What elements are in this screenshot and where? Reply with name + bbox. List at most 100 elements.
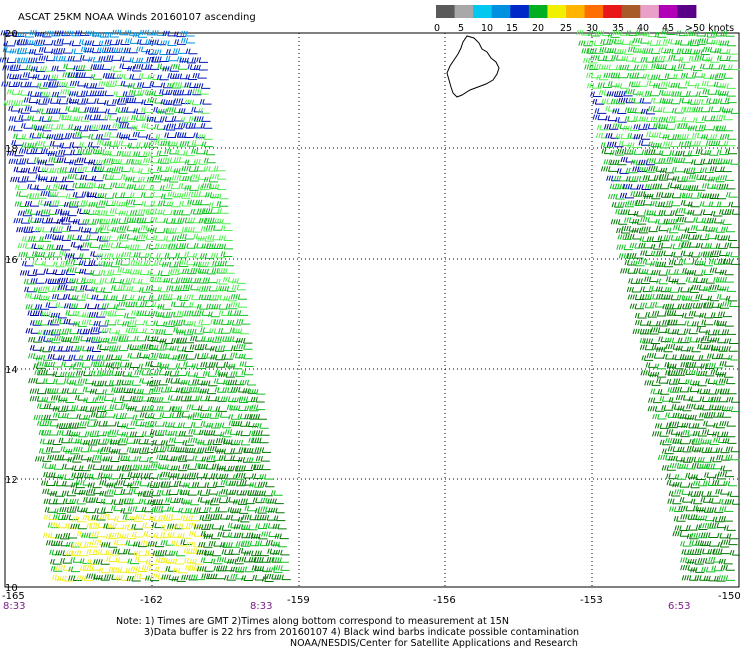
wind-barb xyxy=(204,294,219,301)
wind-barb xyxy=(196,134,213,140)
wind-barb xyxy=(91,539,109,546)
wind-barb xyxy=(69,167,84,173)
wind-barb xyxy=(166,82,181,89)
wind-barb xyxy=(237,516,250,523)
wind-barb xyxy=(105,465,120,471)
wind-barb xyxy=(113,47,131,54)
wind-barb xyxy=(722,438,737,444)
wind-barb xyxy=(669,150,682,156)
wind-barb xyxy=(122,91,135,97)
wind-barb xyxy=(61,463,74,470)
wind-barb xyxy=(7,150,24,157)
wind-barb xyxy=(632,328,650,335)
wind-barb xyxy=(21,176,36,182)
wind-barb xyxy=(701,80,716,87)
wind-barb xyxy=(154,369,169,376)
wind-barb xyxy=(151,379,168,386)
wind-barb xyxy=(687,386,699,393)
wind-barb xyxy=(58,149,73,156)
wind-barb xyxy=(111,499,123,505)
wind-barb xyxy=(92,397,104,403)
wind-barb xyxy=(128,327,145,333)
wind-barb xyxy=(671,354,684,361)
wind-barb xyxy=(156,150,169,157)
wind-barb xyxy=(677,303,692,310)
wind-barb xyxy=(95,133,110,140)
wind-barb xyxy=(702,251,720,257)
wind-barb xyxy=(200,531,213,537)
wind-barb xyxy=(198,294,211,301)
wind-barb xyxy=(146,56,161,63)
wind-barb xyxy=(91,430,107,437)
wind-barb xyxy=(700,532,718,538)
wind-barb xyxy=(94,303,107,310)
wind-barb xyxy=(59,506,76,513)
wind-barb xyxy=(186,404,201,411)
wind-barb xyxy=(76,575,94,581)
wind-barb xyxy=(29,395,47,402)
wind-barb xyxy=(209,184,227,190)
wind-barb xyxy=(716,55,729,61)
wind-barb xyxy=(195,395,210,402)
wind-barb xyxy=(56,124,71,130)
wind-barb xyxy=(10,176,27,183)
wind-barb xyxy=(726,397,740,403)
wind-barb xyxy=(146,90,163,97)
wind-barb xyxy=(170,268,187,275)
wind-barb xyxy=(664,73,677,79)
legend-label-5: 5 xyxy=(458,23,464,34)
wind-barb xyxy=(711,183,726,190)
wind-barb xyxy=(217,345,233,352)
wind-barb xyxy=(92,31,110,38)
wind-barb xyxy=(225,514,240,521)
wind-barb xyxy=(656,261,674,268)
wind-barb xyxy=(187,328,204,335)
wind-barb xyxy=(174,193,191,199)
wind-barb xyxy=(153,386,171,393)
wind-barb xyxy=(695,302,713,309)
wind-barb xyxy=(680,200,693,206)
wind-barb xyxy=(63,30,81,37)
wind-barb xyxy=(235,337,253,344)
wind-barb xyxy=(78,465,91,472)
wind-barb xyxy=(633,268,648,274)
wind-barb xyxy=(67,371,82,378)
wind-barb xyxy=(89,83,105,89)
wind-barb xyxy=(102,150,119,157)
wind-barb xyxy=(203,157,216,164)
wind-barb xyxy=(84,47,102,54)
wind-barb xyxy=(42,98,60,104)
wind-barb xyxy=(77,65,93,71)
wind-barb xyxy=(79,39,91,45)
wind-barb xyxy=(203,533,221,540)
wind-barb xyxy=(202,371,217,377)
wind-barb xyxy=(649,201,665,207)
wind-barb xyxy=(225,303,238,310)
wind-barb xyxy=(197,447,214,453)
wind-barb xyxy=(596,74,609,81)
wind-barb xyxy=(703,575,718,582)
wind-barb xyxy=(104,108,117,115)
wind-barb xyxy=(612,30,630,36)
wind-barb xyxy=(200,361,215,368)
wind-barb xyxy=(180,301,192,308)
wind-barb xyxy=(119,533,136,540)
wind-barb xyxy=(188,301,201,308)
wind-barb xyxy=(41,209,58,215)
wind-barb xyxy=(77,378,95,385)
wind-barb xyxy=(80,200,95,206)
wind-barb xyxy=(198,319,211,326)
wind-barb xyxy=(52,371,65,377)
wind-barb xyxy=(151,49,169,55)
wind-barb xyxy=(669,462,687,469)
wind-barb xyxy=(698,38,716,44)
wind-barb xyxy=(695,294,710,300)
wind-barb xyxy=(109,174,122,180)
wind-barb xyxy=(646,131,658,138)
wind-barb xyxy=(45,302,58,308)
wind-barb xyxy=(17,47,34,54)
wind-barb xyxy=(165,311,183,318)
wind-barb xyxy=(681,549,694,555)
wind-barb xyxy=(261,531,278,537)
wind-barb xyxy=(28,353,43,359)
